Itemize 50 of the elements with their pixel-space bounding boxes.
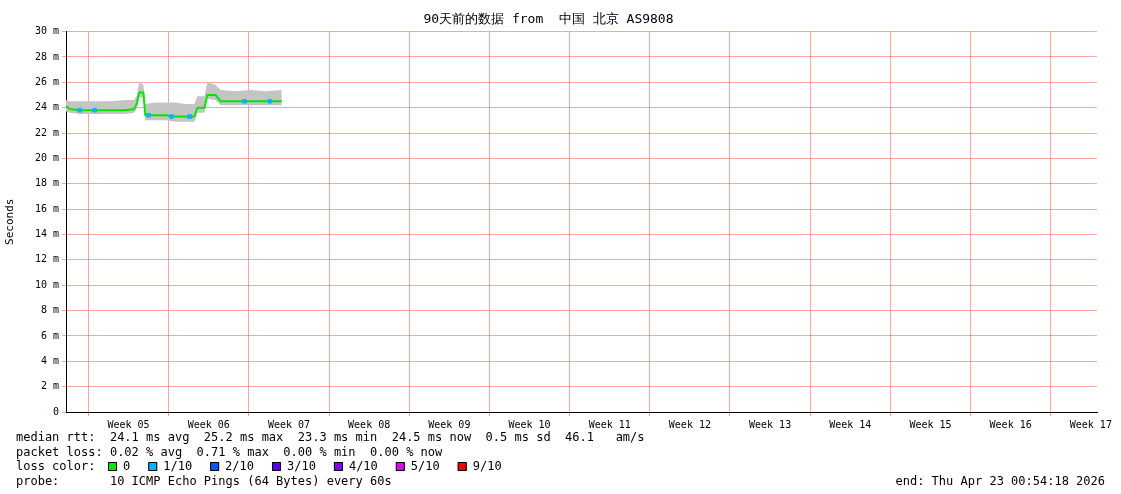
text: probe: 10 ICMP Echo Pings (64 Bytes) every 60s (16, 473, 392, 488)
x-tick-label: Week 06 (187, 418, 230, 430)
text: end: Thu Apr 23 00:54:18 2026 (895, 473, 1105, 488)
text: median rtt: 24.1 ms avg 25.2 ms max 23.3 ms min 24.5 ms now 0.5 ms sd 46.1 am/s (16, 430, 645, 445)
legend-label: 2/10 (225, 459, 255, 474)
x-tick-label: Week 07 (267, 418, 311, 430)
x-tick-label: Week 12 (668, 418, 711, 430)
chart-title: 90天前的数据 from 中国 北京 AS9808 (423, 11, 674, 27)
y-tick-label: 10 m (34, 278, 59, 290)
point (92, 107, 97, 113)
y-tick-label: 2 m (40, 380, 59, 392)
x-tick-label: Week 14 (829, 418, 872, 430)
legend-label: 1/10 (163, 459, 193, 474)
point (77, 107, 83, 113)
y-tick-label: 4 m (40, 354, 59, 366)
point (267, 99, 273, 104)
legend-label: 0 (123, 459, 131, 474)
x-tick-label: Week 11 (588, 418, 631, 430)
x-tick-label: Week 08 (348, 418, 391, 430)
point (187, 114, 192, 119)
y-tick-label: 18 m (34, 177, 59, 189)
y-tick-label: 26 m (34, 75, 59, 87)
point (242, 99, 247, 104)
x-tick-label: Week 16 (989, 418, 1032, 430)
legend-title: loss color: (16, 459, 96, 474)
point (146, 113, 151, 118)
y-tick-label: 8 m (40, 304, 59, 316)
text: packet loss: 0.02 % avg 0.71 % max 0.00 % min 0.00 % now (16, 444, 444, 459)
y-tick-label: 24 m (34, 101, 59, 113)
y-axis-title: Seconds (3, 198, 17, 245)
y-tick-label: 16 m (34, 202, 59, 214)
y-tick-label: 6 m (40, 329, 59, 341)
legend-label: 3/10 (287, 459, 316, 474)
x-tick-label: Week 13 (749, 418, 792, 430)
y-tick-label: 14 m (34, 228, 59, 240)
x-tick-label: Week 10 (508, 418, 551, 430)
legend-label: 9/10 (472, 459, 502, 474)
legend-label: 5/10 (410, 459, 440, 474)
y-tick-label: 0 (52, 405, 59, 417)
x-tick-label: Week 09 (428, 418, 471, 430)
y-tick-label: 30 m (34, 25, 59, 37)
point (169, 114, 174, 119)
legend-label: 4/10 (348, 459, 378, 474)
x-tick-label: Week 15 (909, 418, 952, 430)
x-tick-label: Week 05 (107, 418, 150, 430)
y-tick-label: 12 m (34, 253, 59, 265)
y-tick-label: 22 m (34, 126, 59, 138)
x-tick-label: Week 17 (1069, 418, 1112, 430)
y-tick-label: 28 m (34, 50, 59, 62)
y-tick-label: 20 m (34, 151, 59, 163)
